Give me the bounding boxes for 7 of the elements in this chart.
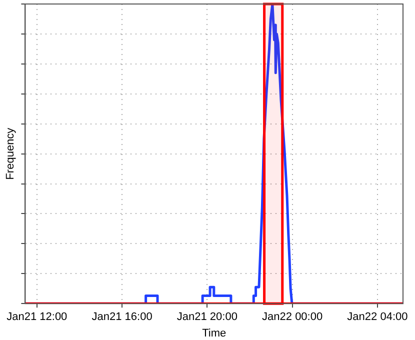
x-tick-label: Jan21 12:00	[6, 311, 68, 324]
x-tick-label: Jan21 20:00	[176, 311, 238, 324]
x-axis-title: Time	[202, 327, 226, 340]
x-tick-label: Jan22 00:00	[262, 311, 323, 324]
x-tick-label: Jan22 04:00	[347, 311, 408, 324]
x-tick-label: Jan21 16:00	[92, 311, 152, 324]
y-axis-title: Frequency	[4, 127, 17, 180]
